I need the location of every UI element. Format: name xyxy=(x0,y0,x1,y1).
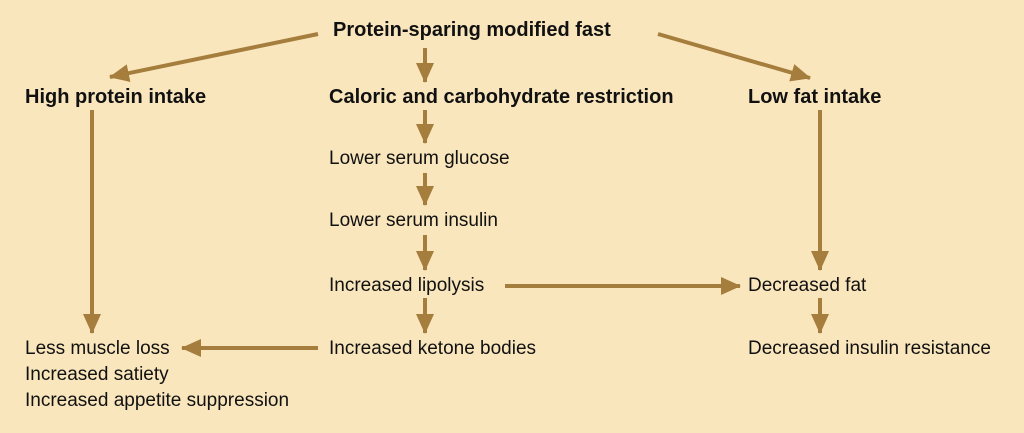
node-increased-lipolysis: Increased lipolysis xyxy=(329,275,485,296)
node-decreased-insulin-resistance: Decreased insulin resistance xyxy=(748,338,991,359)
arrow-root-to-high-protein xyxy=(109,32,319,82)
node-high-protein: High protein intake xyxy=(25,86,207,108)
node-decreased-fat: Decreased fat xyxy=(748,275,867,296)
node-outcome-muscle: Less muscle loss xyxy=(25,338,170,359)
node-increased-ketone: Increased ketone bodies xyxy=(329,338,537,359)
node-low-fat: Low fat intake xyxy=(748,86,882,108)
node-caloric-restriction: Caloric and carbohydrate restriction xyxy=(329,86,674,108)
node-outcome-satiety: Increased satiety xyxy=(25,364,169,385)
arrow-root-to-low-fat xyxy=(657,32,811,82)
node-outcome-appetite: Increased appetite suppression xyxy=(25,390,290,411)
node-root: Protein-sparing modified fast xyxy=(333,19,611,41)
node-lower-insulin: Lower serum insulin xyxy=(329,210,498,231)
node-lower-glucose: Lower serum glucose xyxy=(329,148,510,169)
